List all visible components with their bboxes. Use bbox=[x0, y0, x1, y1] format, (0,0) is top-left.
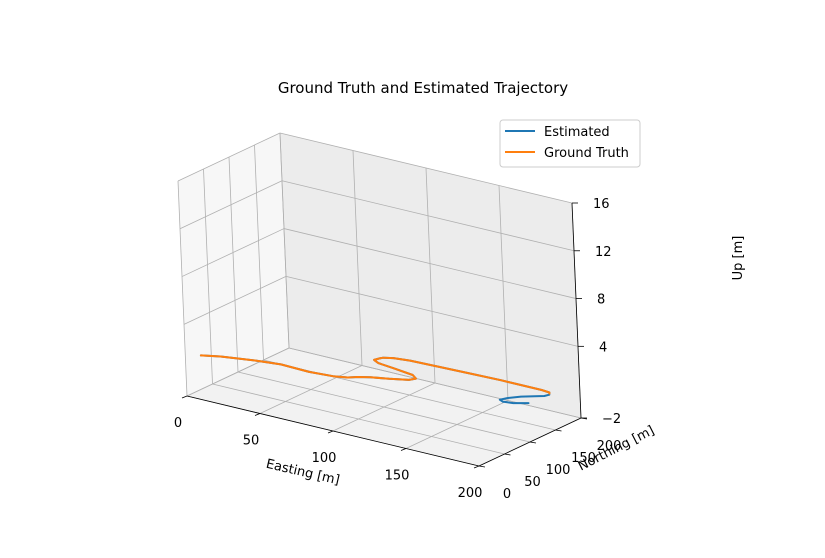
x-tick-label: 100 bbox=[312, 451, 337, 466]
grid-line-y-left bbox=[203, 168, 213, 385]
grid-line-z-left bbox=[179, 180, 283, 230]
x-tick-label: 150 bbox=[385, 469, 410, 484]
grid-line-z-back bbox=[279, 132, 573, 204]
grid-line-y-left bbox=[228, 156, 239, 373]
y-tick-label: 200 bbox=[597, 439, 622, 454]
tick-marks bbox=[181, 202, 588, 469]
grid-line-y-left bbox=[279, 132, 290, 349]
grid-line-x-back bbox=[425, 167, 436, 384]
x-tick-label: 50 bbox=[243, 434, 260, 449]
grid-line-z-back bbox=[281, 180, 575, 252]
series-lines bbox=[199, 354, 551, 405]
z-axis-line bbox=[571, 202, 582, 419]
z-axis-label: Up [m] bbox=[731, 236, 746, 281]
x-tick-mark bbox=[400, 448, 407, 451]
z-tick-label: 8 bbox=[597, 293, 605, 308]
grid-line-y-left bbox=[177, 180, 188, 397]
grid-line-z-left bbox=[181, 228, 285, 277]
grid-line-y-floor bbox=[237, 371, 531, 443]
chart-title: Ground Truth and Estimated Trajectory bbox=[278, 79, 568, 97]
grid-line-z-back bbox=[285, 275, 579, 347]
series-line-ground-truth bbox=[199, 354, 551, 395]
x-tick-label: 200 bbox=[458, 486, 483, 501]
y-tick-mark bbox=[478, 465, 486, 468]
y-axis-label: Northing [m] bbox=[576, 423, 657, 474]
y-tick-mark bbox=[504, 453, 511, 456]
y-tick-label: 100 bbox=[546, 463, 571, 478]
x-tick-mark bbox=[327, 430, 334, 434]
legend: Estimated Ground Truth bbox=[499, 119, 641, 168]
grid-line-y-left bbox=[254, 144, 264, 361]
axis-panes bbox=[178, 133, 581, 466]
z-tick-label: 12 bbox=[595, 245, 612, 260]
legend-label-estimated: Estimated bbox=[544, 125, 610, 140]
grid-line-z-back bbox=[283, 228, 577, 299]
y-tick-mark bbox=[529, 441, 537, 444]
grid-line-z-left bbox=[177, 132, 281, 182]
z-tick-label: 4 bbox=[599, 340, 607, 355]
y-tick-label: 150 bbox=[571, 451, 596, 466]
grid-line-y-floor bbox=[212, 383, 505, 455]
x-tick-label: 0 bbox=[174, 416, 182, 431]
x-tick-mark bbox=[473, 465, 480, 469]
y-tick-mark bbox=[555, 429, 562, 432]
grid-line-x-back bbox=[352, 150, 363, 366]
grid-line-x-back bbox=[498, 185, 509, 401]
legend-label-ground-truth: Ground Truth bbox=[544, 146, 629, 161]
z-tick-label: −2 bbox=[602, 412, 621, 427]
y-tick-label: 50 bbox=[524, 475, 541, 490]
grid-line-z-left bbox=[186, 347, 290, 397]
x-tick-mark bbox=[254, 413, 261, 416]
grid-line-z-left bbox=[183, 275, 287, 325]
x-tick-mark bbox=[181, 395, 188, 399]
y-tick-label: 0 bbox=[503, 487, 511, 502]
grid-line-z-back bbox=[288, 347, 582, 419]
z-tick-label: 16 bbox=[593, 197, 610, 212]
